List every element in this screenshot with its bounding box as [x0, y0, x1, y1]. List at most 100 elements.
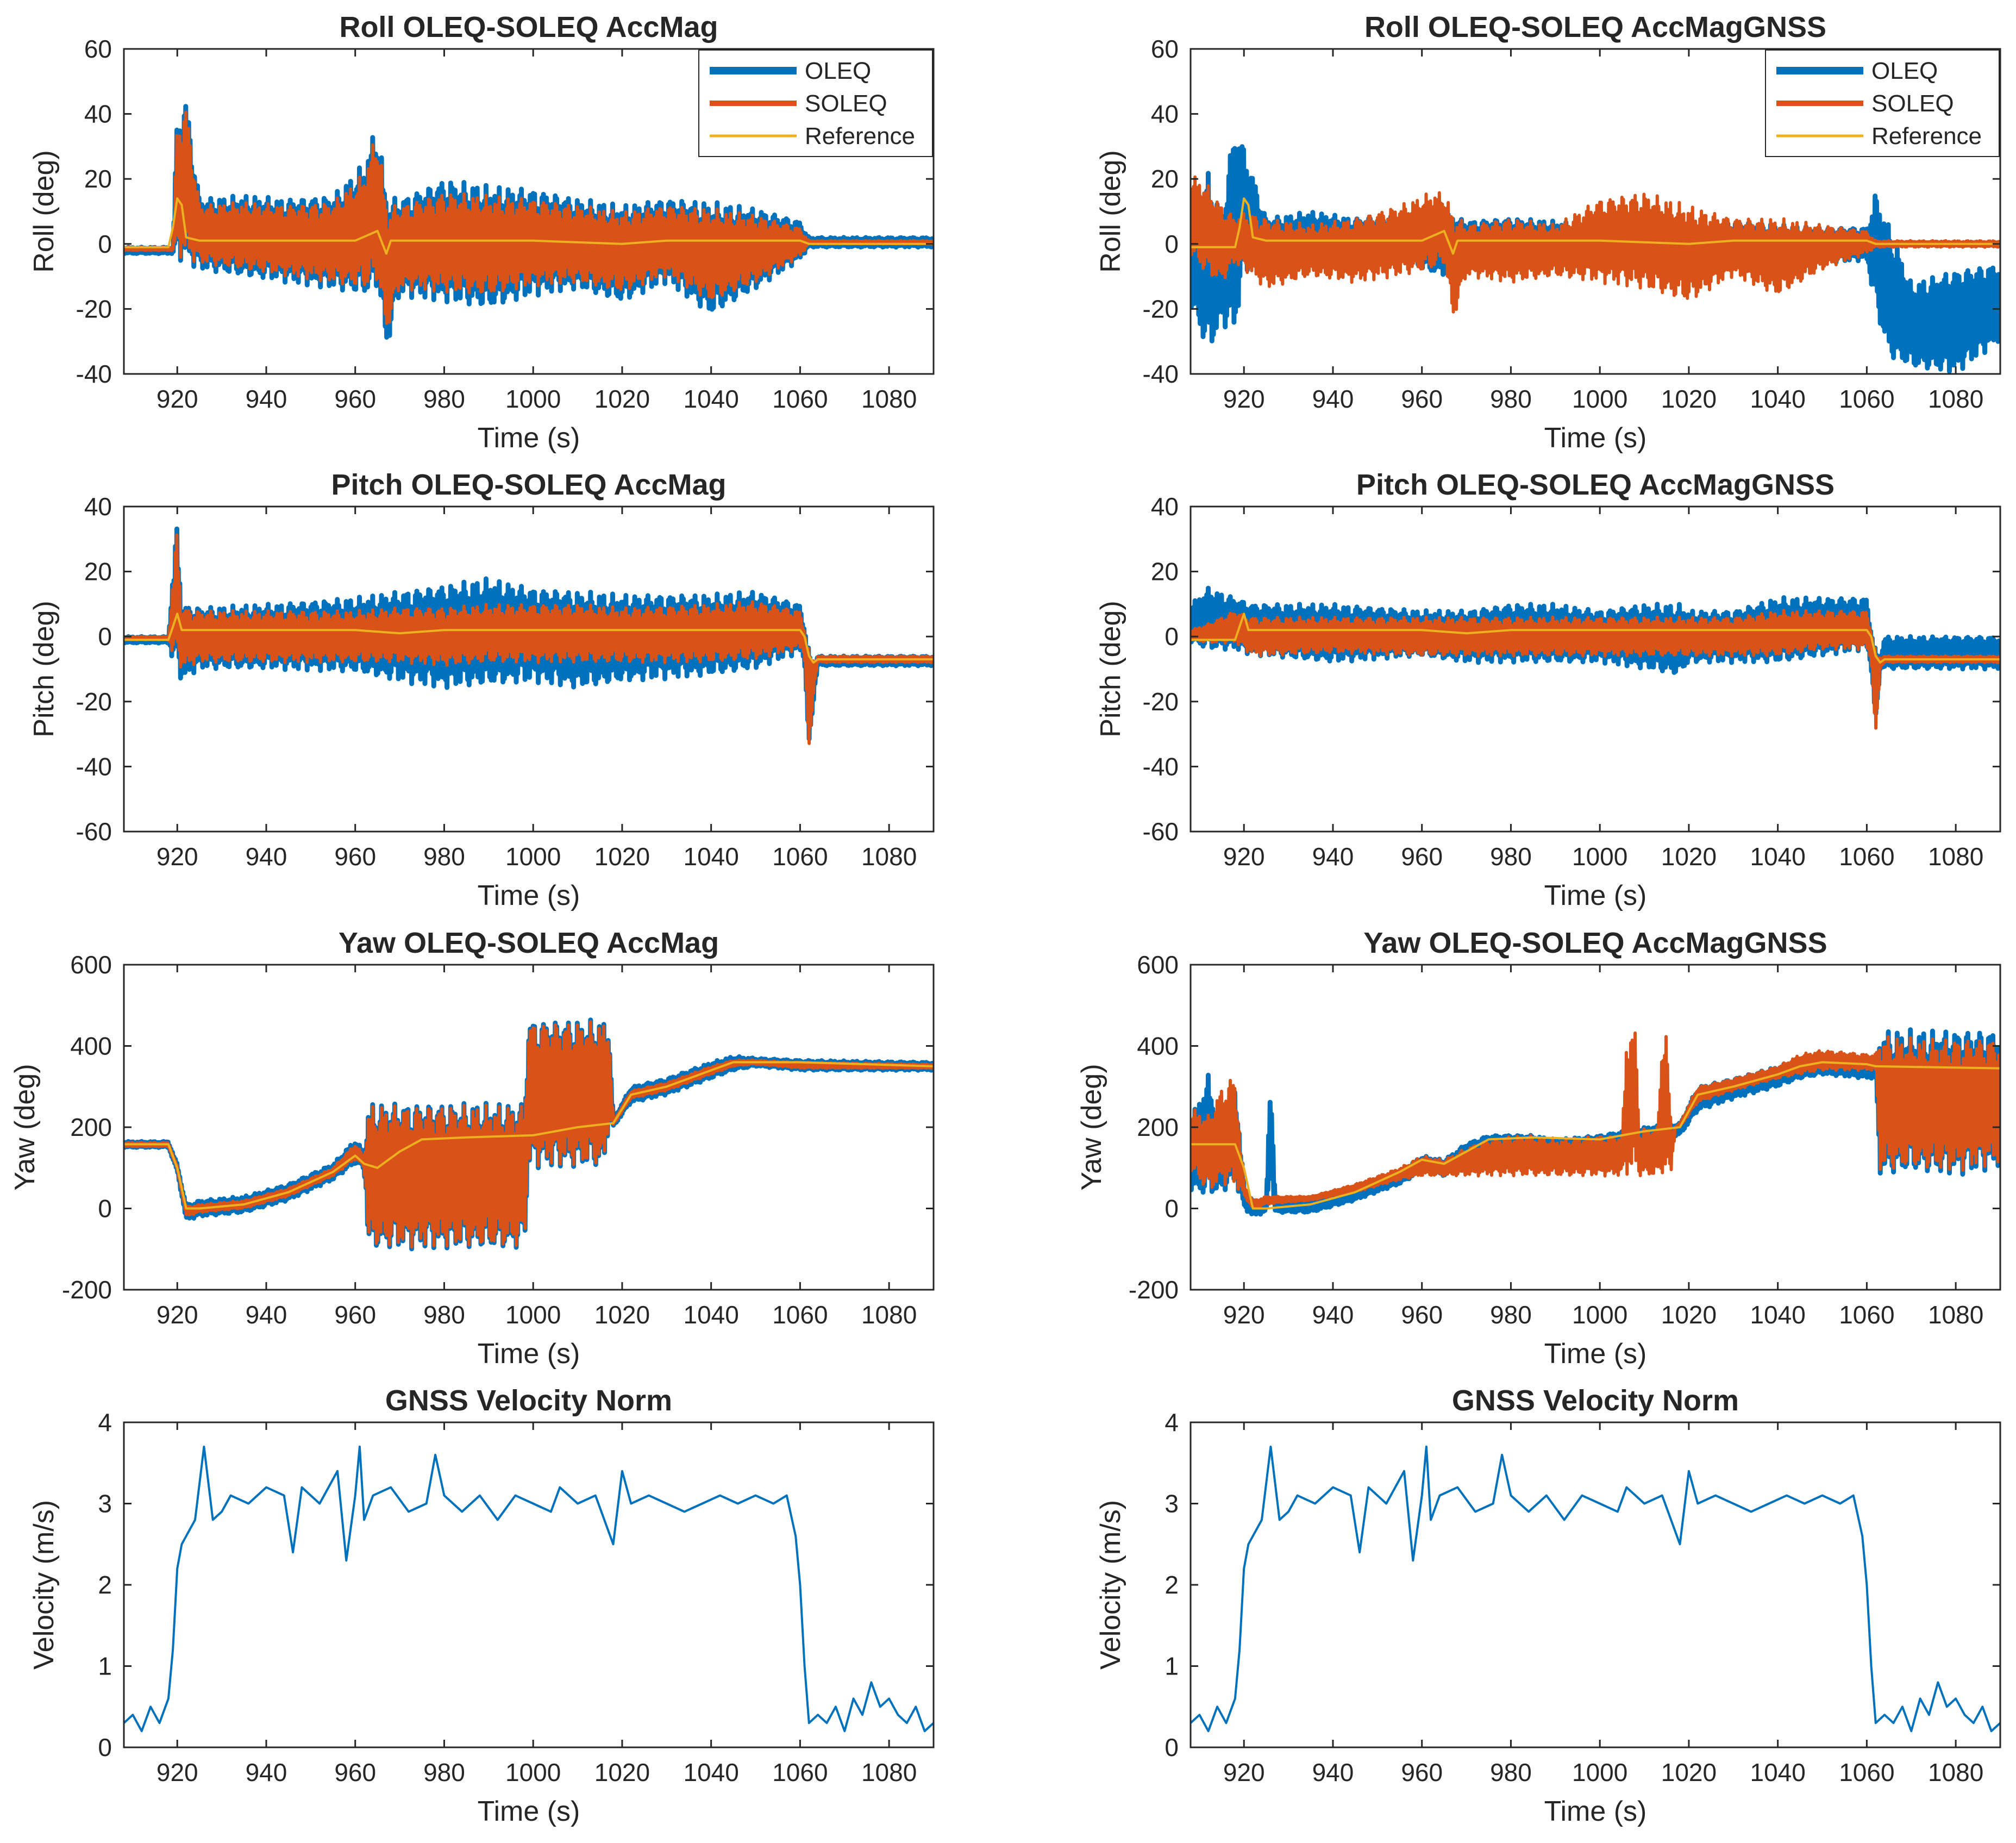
- y-axis-label: Yaw (deg): [9, 1064, 41, 1190]
- chart-roll-accmag: 920 940 960 980 1000 1020 1040 1060 1080 -40 -20 0 2…: [28, 11, 935, 454]
- x-tick-label: 1080: [861, 842, 917, 871]
- x-tick-label: 1040: [1750, 1301, 1805, 1329]
- x-tick-label: 1020: [594, 385, 650, 413]
- x-tick-label: 940: [246, 1758, 287, 1786]
- x-tick-label: 960: [334, 1301, 376, 1329]
- x-tick-label: 960: [1401, 842, 1443, 871]
- x-axis-label: Time (s): [1544, 422, 1647, 454]
- series-soleq: [1191, 609, 2000, 730]
- chart-title: Yaw OLEQ-SOLEQ AccMagGNSS: [1363, 927, 1827, 959]
- x-tick-label: 1080: [861, 1301, 917, 1329]
- data-layer: [1191, 1027, 2000, 1217]
- x-tick-label: 1060: [1839, 385, 1894, 413]
- y-tick-label: 60: [1151, 35, 1179, 63]
- chart-yaw-accmag: 920 940 960 980 1000 1020 1040 1060 1080 -200 0 200…: [9, 927, 935, 1370]
- x-tick-label: 960: [1401, 385, 1443, 413]
- series-reference: [1191, 197, 2000, 255]
- series-soleq: [1191, 175, 2000, 314]
- y-tick-label: 200: [70, 1113, 112, 1141]
- series-reference: [1191, 1061, 2000, 1210]
- chart-title: GNSS Velocity Norm: [1452, 1384, 1739, 1417]
- y-tick-label: -40: [1143, 752, 1179, 780]
- x-axis-label: Time (s): [1544, 880, 1647, 911]
- y-axis-label: Velocity (m/s): [28, 1500, 60, 1670]
- x-tick-label: 1060: [772, 842, 828, 871]
- y-tick-label: 0: [98, 622, 112, 651]
- y-tick-label: -200: [1129, 1276, 1179, 1304]
- chart-pitch-accmag: 920 940 960 980 1000 1020 1040 1060 1080 -60 -40 -2…: [28, 468, 935, 911]
- legend-label-soleq: SOLEQ: [805, 90, 887, 117]
- chart-yaw-accmaggnss: 920 940 960 980 1000 1020 1040 1060 1080 -200 0 200…: [1076, 927, 2001, 1370]
- y-tick-label: -40: [1143, 360, 1179, 388]
- y-tick-label: -20: [1143, 295, 1179, 323]
- x-tick-label: 980: [1490, 385, 1532, 413]
- axes-box: [123, 505, 935, 833]
- series-velocity: [124, 1445, 934, 1733]
- chart-title: Roll OLEQ-SOLEQ AccMagGNSS: [1364, 11, 1826, 43]
- x-tick-label: 920: [156, 842, 198, 871]
- y-tick-label: 1: [1164, 1652, 1179, 1680]
- x-tick-label: 940: [246, 1301, 287, 1329]
- y-tick-label: 60: [84, 35, 112, 63]
- y-axis-label: Pitch (deg): [1095, 601, 1126, 737]
- y-tick-label: 20: [1151, 165, 1179, 193]
- y-tick-label: 40: [84, 492, 112, 521]
- series-reference: [1191, 613, 2000, 664]
- x-tick-label: 960: [1401, 1758, 1443, 1786]
- x-tick-label: 1020: [1661, 385, 1717, 413]
- legend-label-reference: Reference: [1871, 123, 1982, 149]
- legend-label-oleq: OLEQ: [1871, 58, 1938, 84]
- y-tick-label: 20: [1151, 558, 1179, 586]
- y-axis-label: Roll (deg): [1095, 150, 1126, 272]
- x-tick-label: 1060: [1839, 1758, 1894, 1786]
- x-tick-label: 1080: [1928, 1758, 1983, 1786]
- x-tick-label: 1040: [683, 842, 738, 871]
- x-tick-label: 1040: [683, 385, 738, 413]
- axes-box: [1189, 48, 2001, 375]
- x-tick-label: 940: [1312, 842, 1354, 871]
- x-tick-label: 1080: [1928, 1301, 1983, 1329]
- y-tick-label: -200: [62, 1276, 112, 1304]
- y-tick-label: 4: [98, 1408, 112, 1436]
- legend-label-reference: Reference: [805, 123, 915, 149]
- x-tick-label: 920: [1223, 385, 1265, 413]
- chart-title: Roll OLEQ-SOLEQ AccMag: [339, 11, 718, 43]
- y-tick-label: -40: [76, 360, 112, 388]
- x-tick-label: 980: [1490, 1301, 1532, 1329]
- chart-title: GNSS Velocity Norm: [385, 1384, 672, 1417]
- x-tick-label: 980: [423, 1758, 465, 1786]
- x-tick-label: 1020: [594, 1758, 650, 1786]
- series-soleq: [124, 110, 934, 325]
- y-tick-label: 20: [84, 558, 112, 586]
- y-tick-label: 200: [1137, 1113, 1179, 1141]
- x-tick-label: 960: [1401, 1301, 1443, 1329]
- x-tick-label: 1040: [1750, 1758, 1805, 1786]
- chart-title: Pitch OLEQ-SOLEQ AccMagGNSS: [1356, 468, 1835, 501]
- x-tick-label: 1020: [1661, 1301, 1717, 1329]
- chart-velocity-right: 920 940 960 980 1000 1020 1040 1060 1080 0 1 2 3 4 GNS…: [1095, 1384, 2001, 1827]
- legend-label-oleq: OLEQ: [805, 58, 871, 84]
- x-tick-label: 1000: [505, 842, 561, 871]
- x-tick-label: 1020: [1661, 1758, 1717, 1786]
- plot-area: [124, 1422, 934, 1747]
- y-axis-label: Velocity (m/s): [1095, 1500, 1126, 1670]
- chart-roll-accmaggnss: 920 940 960 980 1000 1020 1040 1060 1080 -40 -20 0 2…: [1095, 11, 2001, 454]
- x-tick-label: 960: [334, 385, 376, 413]
- x-tick-label: 1060: [772, 385, 828, 413]
- x-tick-label: 1020: [1661, 842, 1717, 871]
- data-layer: [1191, 1445, 2000, 1733]
- chart-title: Pitch OLEQ-SOLEQ AccMag: [331, 468, 726, 501]
- y-tick-label: 600: [1137, 951, 1179, 979]
- x-tick-label: 1000: [505, 385, 561, 413]
- y-tick-label: 0: [1164, 230, 1179, 258]
- axes-box: [123, 48, 935, 375]
- data-layer: [1191, 144, 2000, 374]
- x-tick-label: 1060: [772, 1758, 828, 1786]
- y-tick-label: 400: [70, 1032, 112, 1060]
- x-axis-label: Time (s): [478, 880, 580, 911]
- x-tick-label: 940: [1312, 385, 1354, 413]
- series-soleq: [124, 533, 934, 745]
- chart-velocity-left: 920 940 960 980 1000 1020 1040 1060 1080 0 1 2 3 4 GNS…: [28, 1384, 935, 1827]
- legend: OLEQ SOLEQ Reference: [698, 49, 933, 157]
- x-tick-label: 960: [334, 842, 376, 871]
